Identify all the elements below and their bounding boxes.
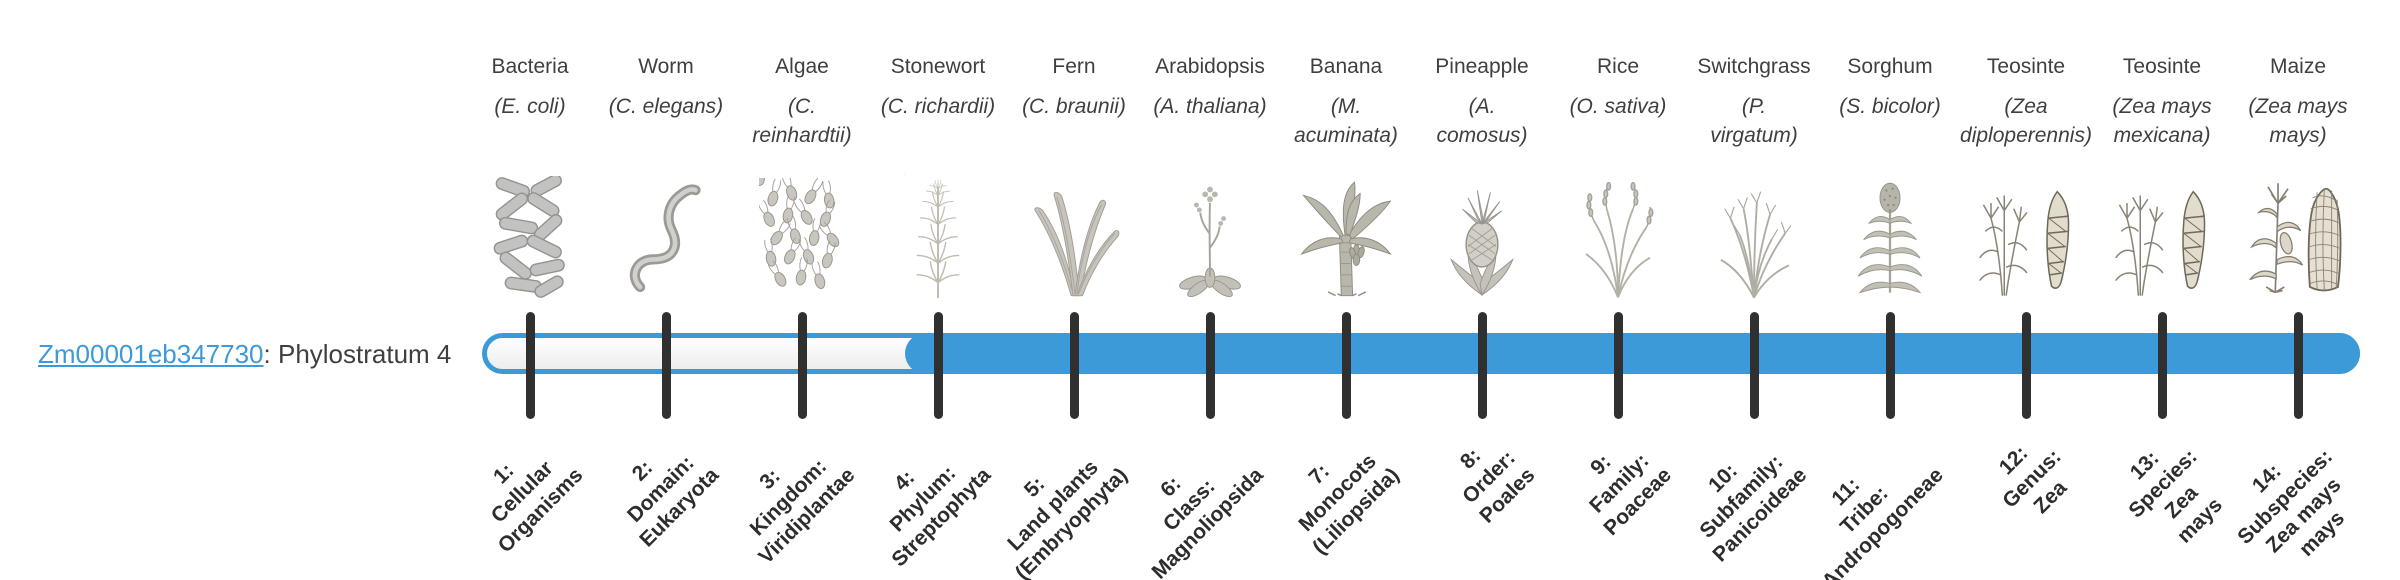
switchgrass-icon bbox=[1699, 168, 1809, 300]
gene-label: Zm00001eb347730: Phylostratum 4 bbox=[38, 337, 451, 371]
stonewort-icon bbox=[883, 168, 993, 300]
algae-icon bbox=[747, 168, 857, 300]
organism-name: Worm bbox=[638, 55, 694, 78]
arabidopsis-icon bbox=[1155, 168, 1265, 300]
organism-label: Bacteria (E. coli) bbox=[445, 54, 615, 121]
bacteria-icon bbox=[475, 168, 585, 300]
worm-icon bbox=[611, 168, 721, 300]
phylostratum-bar-fill bbox=[905, 333, 2360, 374]
organism-species: (C. reinhardtii) bbox=[752, 95, 852, 147]
pineapple-icon bbox=[1427, 168, 1537, 300]
organism-label: Algae (C. reinhardtii) bbox=[717, 54, 887, 150]
fern-icon bbox=[1019, 168, 1129, 300]
organism-name: Rice bbox=[1596, 55, 1639, 78]
stratum-tick bbox=[526, 312, 535, 419]
stratum-tick bbox=[934, 312, 943, 419]
stratum-tick bbox=[2158, 312, 2167, 419]
organism-name: Stonewort bbox=[890, 55, 986, 78]
organism-name: Bacteria bbox=[491, 55, 569, 78]
maize-icon bbox=[2243, 168, 2353, 300]
organism-label: Rice (O. sativa) bbox=[1533, 54, 1703, 121]
organism-label: Fern (C. braunii) bbox=[989, 54, 1159, 121]
banana-icon bbox=[1291, 168, 1401, 300]
organism-species: (Zea diploperennis) bbox=[1960, 95, 2092, 147]
organism-label: Teosinte (Zea mays mexicana) bbox=[2077, 54, 2247, 150]
organism-label: Worm (C. elegans) bbox=[581, 54, 751, 121]
stratum-tick bbox=[2294, 312, 2303, 419]
organism-name: Arabidopsis bbox=[1155, 55, 1265, 78]
organism-name: Fern bbox=[1052, 55, 1096, 78]
organism-species: (P. virgatum) bbox=[1710, 95, 1798, 147]
organism-name: Teosinte bbox=[1986, 55, 2066, 78]
organism-species: (C. richardii) bbox=[880, 95, 996, 118]
organism-name: Teosinte bbox=[2122, 55, 2202, 78]
organism-label: Pineapple (A. comosus) bbox=[1397, 54, 1567, 150]
stratum-tick bbox=[1614, 312, 1623, 419]
phylostratum-text: : Phylostratum 4 bbox=[263, 339, 452, 369]
stratum-tick bbox=[1750, 312, 1759, 419]
stratum-tick bbox=[1478, 312, 1487, 419]
stratum-tick bbox=[2022, 312, 2031, 419]
stratum-tick bbox=[1342, 312, 1351, 419]
stratum-tick bbox=[662, 312, 671, 419]
organism-species: (C. braunii) bbox=[1022, 95, 1126, 118]
organism-label: Switchgrass (P. virgatum) bbox=[1669, 54, 1839, 150]
organism-label: Arabidopsis (A. thaliana) bbox=[1125, 54, 1295, 121]
organism-label: Banana (M. acuminata) bbox=[1261, 54, 1431, 150]
organism-label: Teosinte (Zea diploperennis) bbox=[1941, 54, 2111, 150]
stratum-tick bbox=[1070, 312, 1079, 419]
teosinte-icon bbox=[1971, 168, 2081, 300]
organism-species: (A. thaliana) bbox=[1153, 95, 1267, 118]
sorghum-icon bbox=[1835, 168, 1945, 300]
rice-icon bbox=[1563, 168, 1673, 300]
organism-species: (S. bicolor) bbox=[1839, 95, 1941, 118]
organism-species: (Zea mays mexicana) bbox=[2112, 95, 2212, 147]
organism-species: (Zea mays mays) bbox=[2248, 95, 2348, 147]
organism-label: Sorghum (S. bicolor) bbox=[1805, 54, 1975, 121]
organism-name: Pineapple bbox=[1435, 55, 1529, 78]
organism-label: Stonewort (C. richardii) bbox=[853, 54, 1023, 121]
organism-label: Maize (Zea mays mays) bbox=[2213, 54, 2383, 150]
organism-species: (M. acuminata) bbox=[1294, 95, 1398, 147]
stratum-tick bbox=[1206, 312, 1215, 419]
organism-species: (A. comosus) bbox=[1436, 95, 1528, 147]
teosinte-icon bbox=[2107, 168, 2217, 300]
organism-species: (O. sativa) bbox=[1569, 95, 1667, 118]
organism-name: Switchgrass bbox=[1697, 55, 1811, 78]
stratum-tick bbox=[1886, 312, 1895, 419]
organism-name: Maize bbox=[2269, 55, 2327, 78]
stratum-tick bbox=[798, 312, 807, 419]
organism-species: (E. coli) bbox=[494, 95, 566, 118]
organism-name: Algae bbox=[775, 55, 829, 78]
organism-name: Sorghum bbox=[1847, 55, 1933, 78]
organism-name: Banana bbox=[1309, 55, 1383, 78]
gene-id-link[interactable]: Zm00001eb347730 bbox=[38, 339, 264, 369]
organism-species: (C. elegans) bbox=[608, 95, 724, 118]
